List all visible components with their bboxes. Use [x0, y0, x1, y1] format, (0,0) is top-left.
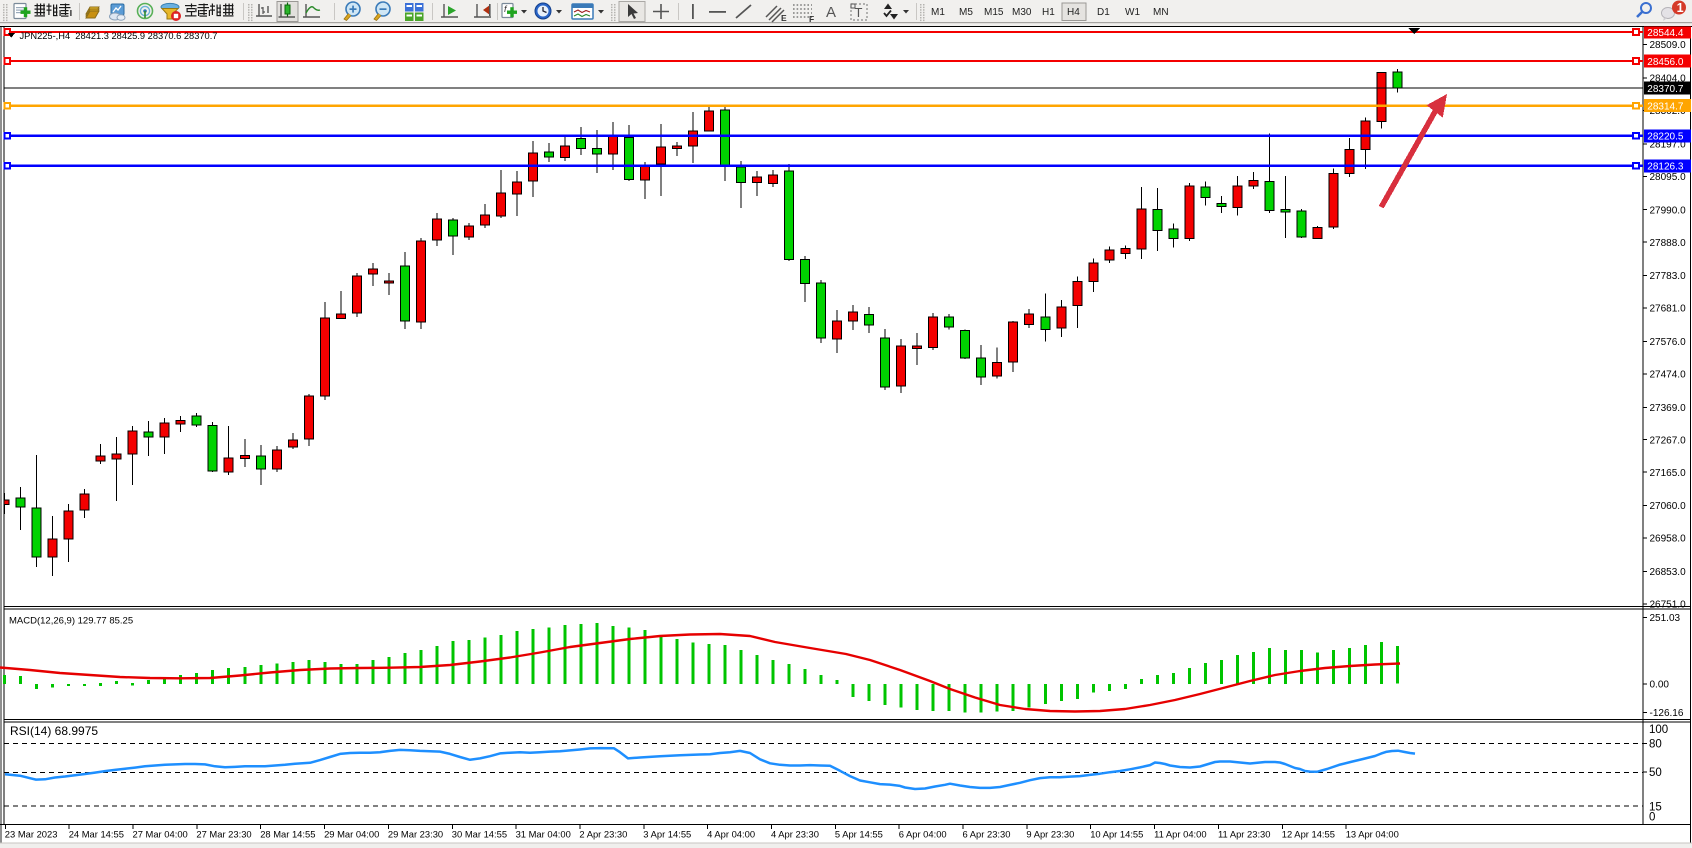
svg-text:W1: W1: [1125, 7, 1140, 18]
svg-text:F: F: [809, 14, 814, 24]
svg-text:A: A: [826, 4, 836, 21]
svg-text:27681.0: 27681.0: [1650, 304, 1687, 315]
svg-text:M5: M5: [959, 7, 973, 18]
svg-text:9 Apr 23:30: 9 Apr 23:30: [1026, 829, 1074, 840]
svg-text:H4: H4: [1067, 7, 1080, 18]
svg-text:MN: MN: [1153, 7, 1169, 18]
svg-text:MACD(12,26,9) 129.77 85.25: MACD(12,26,9) 129.77 85.25: [9, 616, 133, 627]
svg-text:T: T: [855, 5, 863, 20]
svg-text:28456.0: 28456.0: [1647, 57, 1684, 68]
svg-text:50: 50: [1649, 767, 1662, 779]
svg-text:27165.0: 27165.0: [1650, 468, 1687, 479]
svg-text:15: 15: [1649, 802, 1662, 814]
svg-text:4 Apr 04:00: 4 Apr 04:00: [707, 829, 755, 840]
svg-text:27060.0: 27060.0: [1650, 501, 1687, 512]
svg-text:RSI(14) 68.9975: RSI(14) 68.9975: [10, 724, 98, 738]
svg-text:28126.3: 28126.3: [1647, 162, 1684, 173]
svg-text:27576.0: 27576.0: [1650, 337, 1687, 348]
svg-text:-126.16: -126.16: [1650, 708, 1684, 719]
svg-text:27267.0: 27267.0: [1650, 435, 1687, 446]
svg-text:6 Apr 23:30: 6 Apr 23:30: [963, 829, 1011, 840]
svg-text:28 Mar 14:55: 28 Mar 14:55: [260, 829, 315, 840]
svg-text:11 Apr 23:30: 11 Apr 23:30: [1218, 829, 1270, 840]
svg-text:12 Apr 14:55: 12 Apr 14:55: [1282, 829, 1335, 840]
svg-text:M30: M30: [1012, 7, 1032, 18]
svg-text:251.03: 251.03: [1650, 613, 1681, 624]
svg-text:28509.0: 28509.0: [1650, 40, 1687, 51]
svg-text:2 Apr 23:30: 2 Apr 23:30: [579, 829, 627, 840]
svg-text:28370.7: 28370.7: [1647, 84, 1684, 95]
svg-text:27990.0: 27990.0: [1650, 205, 1687, 216]
svg-text:27 Mar 23:30: 27 Mar 23:30: [196, 829, 251, 840]
svg-text:28220.5: 28220.5: [1647, 132, 1684, 143]
svg-text:80: 80: [1649, 738, 1662, 750]
svg-text:28404.0: 28404.0: [1650, 74, 1687, 85]
svg-text:26751.0: 26751.0: [1650, 600, 1687, 611]
svg-text:JPN225-,H4 28421.3 28425.9 28: JPN225-,H4 28421.3 28425.9 28370.6 28370…: [20, 31, 218, 41]
svg-text:D1: D1: [1097, 7, 1110, 18]
svg-text:23 Mar 2023: 23 Mar 2023: [5, 829, 58, 840]
svg-text:26853.0: 26853.0: [1650, 567, 1687, 578]
svg-text:E: E: [781, 13, 787, 23]
svg-text:6 Apr 04:00: 6 Apr 04:00: [899, 829, 947, 840]
svg-text:M15: M15: [984, 7, 1004, 18]
svg-text:26958.0: 26958.0: [1650, 534, 1687, 545]
svg-text:H1: H1: [1042, 7, 1055, 18]
svg-text:27 Mar 04:00: 27 Mar 04:00: [133, 829, 188, 840]
svg-text:11 Apr 04:00: 11 Apr 04:00: [1154, 829, 1206, 840]
svg-text:24 Mar 14:55: 24 Mar 14:55: [69, 829, 124, 840]
svg-text:27369.0: 27369.0: [1650, 403, 1687, 414]
svg-text:f: f: [504, 4, 508, 14]
svg-text:30 Mar 14:55: 30 Mar 14:55: [452, 829, 507, 840]
svg-text:29 Mar 23:30: 29 Mar 23:30: [388, 829, 443, 840]
svg-text:5 Apr 14:55: 5 Apr 14:55: [835, 829, 883, 840]
svg-text:3 Apr 14:55: 3 Apr 14:55: [643, 829, 691, 840]
svg-text:0: 0: [1649, 812, 1655, 824]
svg-text:M1: M1: [931, 7, 945, 18]
svg-text:1: 1: [1677, 1, 1684, 15]
svg-text:0.00: 0.00: [1650, 680, 1670, 691]
svg-text:27888.0: 27888.0: [1650, 238, 1687, 249]
svg-text:10 Apr 14:55: 10 Apr 14:55: [1090, 829, 1143, 840]
svg-text:31 Mar 04:00: 31 Mar 04:00: [516, 829, 571, 840]
svg-text:27474.0: 27474.0: [1650, 370, 1687, 381]
svg-text:29 Mar 04:00: 29 Mar 04:00: [324, 829, 379, 840]
svg-text:13 Apr 04:00: 13 Apr 04:00: [1346, 829, 1399, 840]
svg-text:28095.0: 28095.0: [1650, 172, 1687, 183]
svg-text:27783.0: 27783.0: [1650, 271, 1687, 282]
svg-text:4 Apr 23:30: 4 Apr 23:30: [771, 829, 819, 840]
svg-text:100: 100: [1649, 724, 1668, 736]
svg-text:28197.0: 28197.0: [1650, 140, 1687, 151]
svg-text:28314.7: 28314.7: [1647, 102, 1684, 113]
svg-text:28544.4: 28544.4: [1647, 28, 1684, 39]
